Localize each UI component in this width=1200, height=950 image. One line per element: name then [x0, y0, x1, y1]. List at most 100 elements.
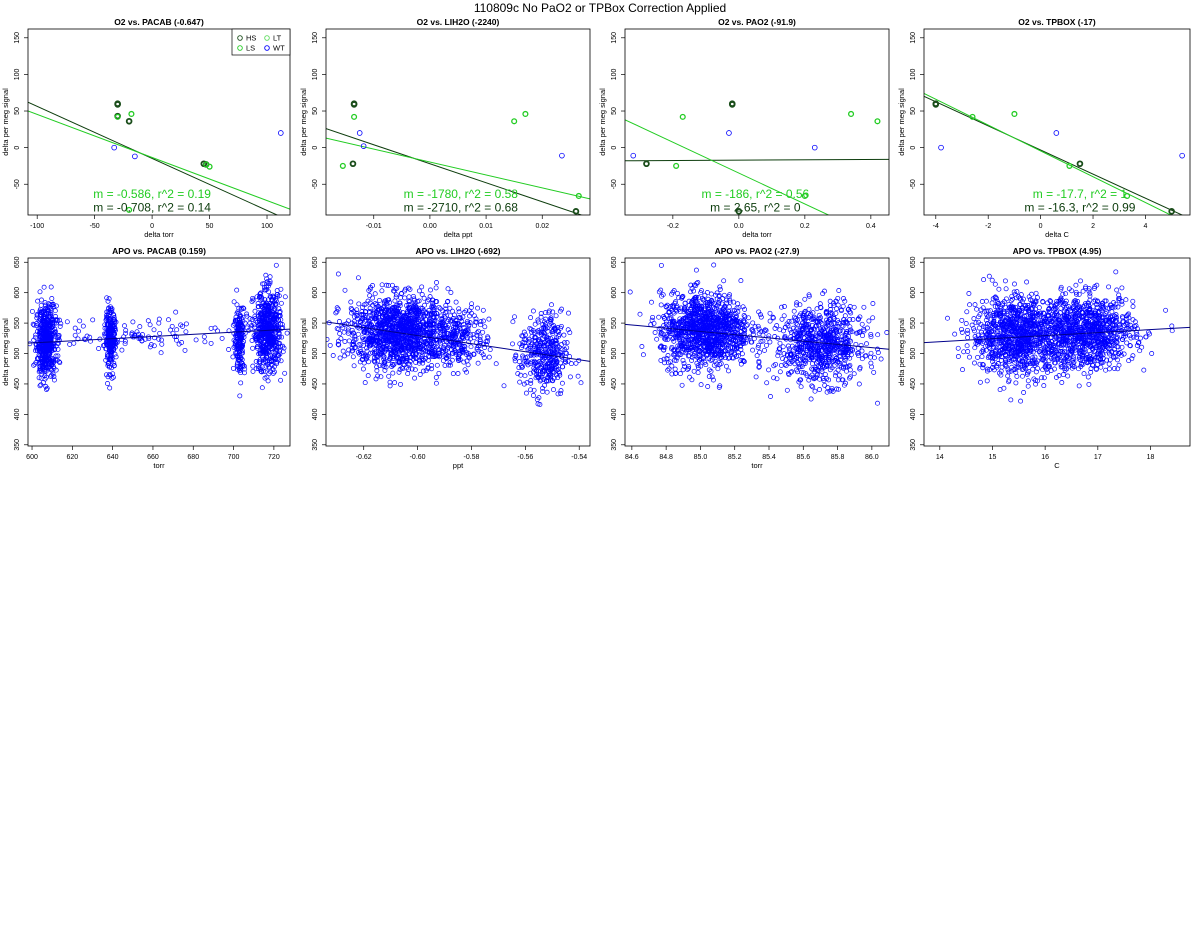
data-point — [446, 322, 452, 328]
data-point — [429, 363, 435, 368]
data-point — [236, 344, 242, 350]
data-point — [226, 347, 232, 352]
data-point — [368, 343, 373, 349]
data-point — [334, 305, 340, 311]
data-point — [291, 323, 295, 327]
data-point — [104, 321, 110, 327]
data-point — [389, 361, 395, 367]
data-point — [712, 358, 718, 364]
data-point — [522, 373, 528, 379]
data-point — [375, 304, 381, 310]
data-point — [55, 346, 61, 352]
data-point — [37, 366, 43, 372]
data-point — [356, 325, 362, 331]
data-point — [387, 335, 392, 340]
data-point — [527, 345, 533, 351]
data-point — [123, 327, 129, 333]
fit-annotation: m = -0.708, r^2 = 0.14 — [93, 201, 211, 215]
data-point — [402, 341, 408, 347]
data-point — [458, 315, 464, 321]
data-point — [263, 359, 269, 365]
data-point — [363, 317, 369, 323]
data-point — [559, 347, 565, 353]
y-tick-label: 650 — [312, 256, 319, 268]
data-point — [265, 281, 271, 287]
data-point — [237, 393, 243, 399]
data-point — [358, 320, 364, 326]
data-point — [449, 331, 455, 337]
data-point — [548, 336, 554, 342]
x-tick-label: 640 — [107, 454, 119, 461]
data-point — [688, 346, 694, 352]
data-point — [483, 339, 489, 345]
data-point — [762, 347, 767, 353]
point-cloud-5 — [34, 309, 283, 356]
data-point — [265, 333, 271, 339]
data-point — [122, 323, 127, 329]
data-point — [365, 373, 371, 379]
data-point — [391, 317, 397, 323]
plot-frame — [923, 28, 1191, 216]
data-point — [408, 333, 413, 339]
data-point-wt — [360, 143, 367, 149]
data-point — [676, 352, 682, 358]
data-point — [87, 334, 93, 340]
data-point — [726, 304, 732, 310]
y-axis-label: delta per meg signal — [897, 88, 906, 156]
data-point — [416, 360, 422, 366]
data-point — [147, 322, 153, 328]
y-tick-label: 650 — [14, 256, 21, 268]
data-point — [41, 284, 47, 290]
data-point — [244, 313, 250, 319]
data-point — [697, 305, 703, 311]
data-point — [851, 371, 857, 377]
data-point — [680, 293, 686, 299]
data-point — [556, 332, 562, 337]
legend-marker-ls — [237, 45, 243, 51]
data-point — [720, 323, 726, 329]
data-point — [456, 355, 462, 361]
point-cloud-1 — [326, 271, 486, 389]
data-point — [371, 358, 377, 364]
data-point — [575, 373, 581, 379]
y-tick-label: 0 — [312, 146, 319, 150]
data-point — [706, 374, 712, 379]
data-point — [443, 323, 449, 329]
data-point — [564, 351, 570, 356]
data-point — [686, 353, 692, 359]
data-point — [532, 344, 537, 349]
data-point — [433, 380, 439, 386]
data-point — [258, 297, 264, 303]
data-point — [536, 346, 542, 352]
data-point — [413, 305, 419, 311]
data-point — [550, 331, 556, 337]
data-point — [46, 347, 52, 353]
data-point — [719, 337, 725, 343]
data-point — [713, 311, 719, 317]
data-point — [740, 319, 746, 325]
data-point — [672, 371, 678, 376]
data-point — [693, 267, 699, 273]
data-point — [448, 339, 453, 345]
data-point — [704, 338, 710, 344]
data-point — [50, 371, 56, 377]
data-point — [56, 333, 62, 338]
data-point — [352, 334, 358, 340]
data-point — [114, 339, 120, 345]
data-point — [407, 358, 413, 364]
data-point — [420, 327, 426, 333]
data-point — [130, 319, 136, 325]
data-point — [706, 356, 712, 362]
data-point — [402, 295, 408, 301]
data-point — [750, 320, 756, 326]
data-point — [469, 301, 475, 307]
data-point — [553, 356, 559, 362]
data-point — [687, 374, 693, 380]
data-point — [105, 298, 111, 304]
data-point — [429, 297, 435, 303]
data-point — [263, 272, 269, 278]
data-point — [384, 320, 390, 326]
data-point — [731, 319, 737, 325]
data-point — [255, 304, 261, 310]
data-point — [388, 348, 393, 354]
